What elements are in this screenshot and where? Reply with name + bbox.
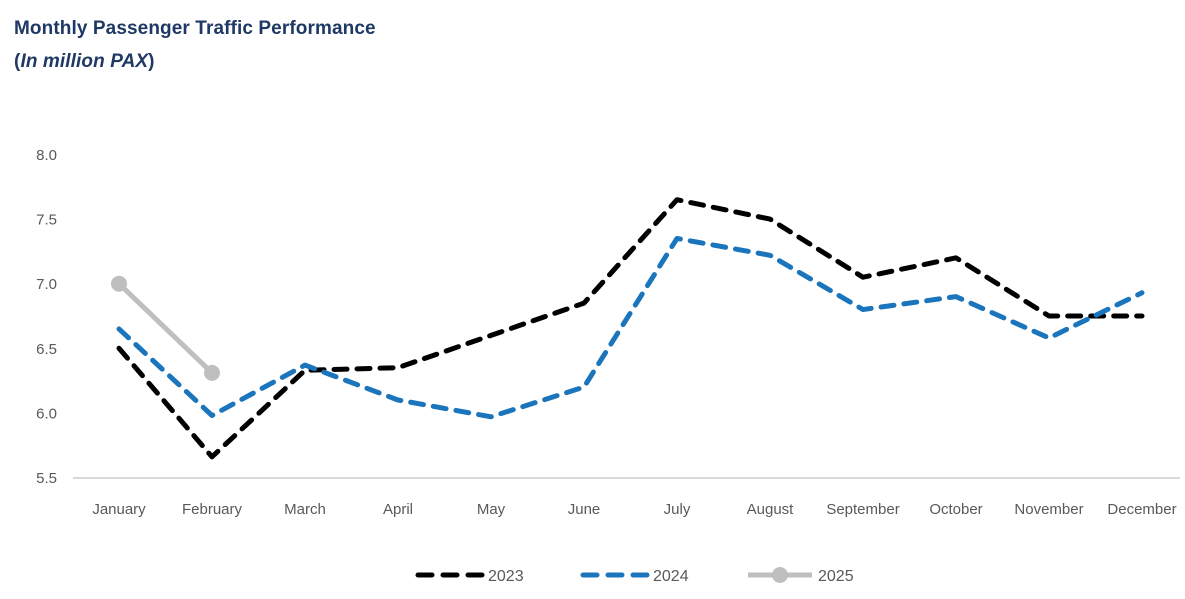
legend-2024-label: 2024 xyxy=(653,568,689,585)
legend-item-2025: 2025 xyxy=(748,567,854,585)
x-axis-label: October xyxy=(929,501,982,518)
x-axis-label: February xyxy=(182,501,243,518)
x-axis-label: July xyxy=(664,501,691,518)
y-axis-label: 7.0 xyxy=(36,276,57,293)
legend-item-2023: 2023 xyxy=(415,568,524,585)
x-axis-label: April xyxy=(383,501,413,518)
legend-2025-label: 2025 xyxy=(818,568,854,585)
x-axis-label: June xyxy=(568,501,601,518)
y-axis-label: 6.0 xyxy=(36,405,57,422)
x-axis-label: January xyxy=(92,501,146,518)
series-2025-marker xyxy=(204,364,220,381)
x-axis-label: August xyxy=(747,501,795,518)
chart-title-block: Monthly Passenger Traffic Performance (I… xyxy=(14,12,376,78)
series-2023-line xyxy=(116,197,1145,460)
subtitle-open-paren: ( xyxy=(14,51,21,72)
x-axis-label: September xyxy=(826,501,899,518)
series-2025-line xyxy=(117,281,214,375)
legend-item-2024: 2024 xyxy=(580,568,689,585)
series-2025-marker xyxy=(111,275,127,292)
y-axis-label: 5.5 xyxy=(36,470,57,487)
y-axis-label: 6.5 xyxy=(36,341,57,358)
legend-2025-marker xyxy=(772,567,788,583)
y-axis-label: 8.0 xyxy=(36,147,57,164)
subtitle-italic-text: In million PAX xyxy=(20,51,149,72)
chart-title: Monthly Passenger Traffic Performance xyxy=(14,18,376,39)
chart-subtitle: (In million PAX) xyxy=(14,45,376,78)
subtitle-close-paren: ) xyxy=(148,51,155,72)
series-2024-line xyxy=(116,235,1145,420)
legend-2023-label: 2023 xyxy=(488,568,524,585)
x-axis-label: March xyxy=(284,501,326,518)
x-axis-label: May xyxy=(477,501,506,518)
y-axis-label: 7.5 xyxy=(36,212,57,229)
x-axis-label: December xyxy=(1107,501,1176,518)
x-axis-label: November xyxy=(1014,501,1083,518)
